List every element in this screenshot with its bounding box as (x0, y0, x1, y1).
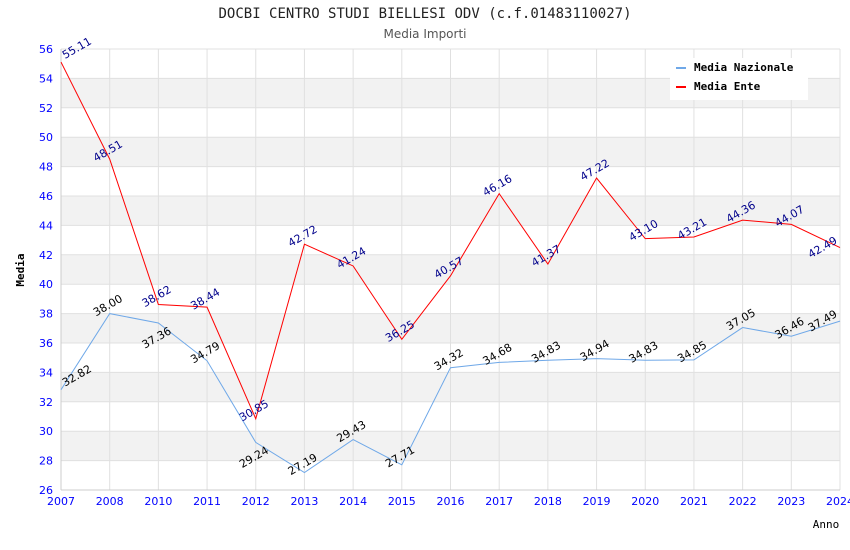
x-tick-label: 2022 (729, 495, 757, 508)
legend-label: Media Ente (694, 80, 761, 93)
legend: Media Nazionale Media Ente (670, 58, 808, 100)
x-axis-label: Anno (813, 518, 840, 531)
y-tick-label: 48 (39, 161, 53, 174)
legend-item-ente: Media Ente (670, 77, 808, 96)
legend-swatch (676, 85, 686, 88)
y-tick-label: 38 (39, 308, 53, 321)
y-tick-label: 34 (39, 366, 53, 379)
x-tick-label: 2016 (437, 495, 465, 508)
y-tick-label: 52 (39, 102, 53, 115)
y-tick-label: 56 (39, 43, 53, 56)
data-label: 46.16 (481, 172, 515, 199)
x-tick-label: 2015 (388, 495, 416, 508)
y-tick-label: 28 (39, 455, 53, 468)
data-label: 34.68 (481, 341, 515, 368)
data-label: 34.32 (432, 346, 466, 373)
x-tick-label: 2017 (485, 495, 513, 508)
x-tick-label: 2024 (826, 495, 850, 508)
data-label: 38.44 (188, 286, 222, 313)
legend-label: Media Nazionale (694, 61, 794, 74)
x-tick-label: 2019 (583, 495, 611, 508)
chart-title: DOCBI CENTRO STUDI BIELLESI ODV (c.f.014… (218, 6, 632, 22)
x-tick-label: 2020 (631, 495, 659, 508)
y-tick-label: 46 (39, 190, 53, 203)
x-tick-label: 2011 (193, 495, 221, 508)
legend-swatch (676, 66, 686, 69)
x-tick-label: 2021 (680, 495, 708, 508)
legend-item-nazionale: Media Nazionale (670, 58, 808, 77)
x-tick-label: 2013 (290, 495, 318, 508)
y-tick-label: 50 (39, 131, 53, 144)
y-axis-label: Media (14, 253, 27, 286)
x-tick-label: 2018 (534, 495, 562, 508)
x-tick-label: 2014 (339, 495, 367, 508)
y-tick-label: 30 (39, 425, 53, 438)
y-tick-label: 42 (39, 249, 53, 262)
series-line-1 (60, 61, 841, 421)
y-tick-label: 36 (39, 337, 53, 350)
x-tick-label: 2012 (242, 495, 270, 508)
y-tick-label: 44 (39, 219, 53, 232)
series-line-0 (60, 313, 841, 474)
x-tick-label: 2023 (777, 495, 805, 508)
x-tick-label: 2007 (47, 495, 75, 508)
data-label: 55.11 (60, 35, 94, 62)
y-tick-label: 32 (39, 396, 53, 409)
x-tick-label: 2008 (96, 495, 124, 508)
chart-subtitle: Media Importi (383, 27, 467, 41)
y-tick-label: 26 (39, 484, 53, 497)
data-label: 38.62 (140, 283, 174, 310)
data-label: 42.72 (286, 223, 320, 250)
y-tick-label: 40 (39, 278, 53, 291)
x-tick-label: 2010 (144, 495, 172, 508)
y-tick-label: 54 (39, 72, 53, 85)
